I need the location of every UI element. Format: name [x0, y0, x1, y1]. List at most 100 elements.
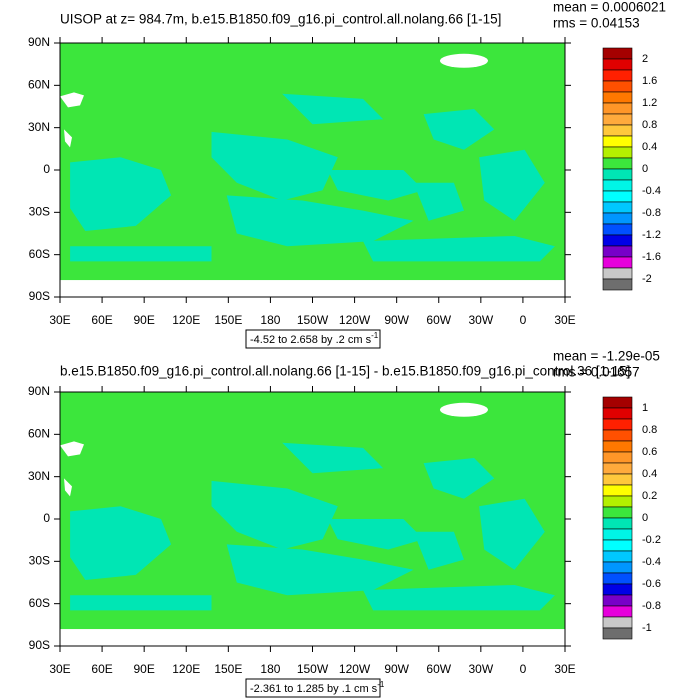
map-panel: 90N 60N 30N 0 30S 60S 90S 30E 60E 90E 120E 150E 180 1…: [28, 0, 666, 349]
colorbar-box: [602, 91, 633, 104]
map-panel: 90N 60N 30N 0 30S 60S 90S 30E 60E 90E 120E 150E 180 1…: [28, 349, 661, 698]
colorbar-label: 1.2: [642, 97, 657, 109]
field-region: [211, 480, 338, 550]
colorbar-box: [602, 418, 633, 431]
info-main: -2.361 to 1.285 by .1 cm s: [250, 683, 378, 695]
land-mask: [440, 53, 488, 68]
y-tick-label: 60S: [29, 596, 50, 610]
mean-label: mean = 0.0006021: [553, 0, 666, 15]
colorbar-box: [602, 223, 633, 236]
x-tick-label: 120E: [172, 662, 200, 676]
land-mask: [64, 478, 72, 497]
colorbar-box: [602, 440, 633, 453]
field-region: [363, 236, 555, 262]
plot-title: b.e15.B1850.f09_g16.pi_control.all.nolan…: [60, 364, 630, 379]
y-tick-label: 30S: [29, 554, 50, 568]
colorbar-box: [602, 47, 633, 60]
info-box: [245, 329, 381, 349]
colorbar-box: [602, 407, 633, 420]
colorbar-label: -1.2: [642, 229, 661, 241]
colorbar-box: [602, 102, 633, 115]
field-region: [413, 531, 464, 570]
colorbar-label: 1: [642, 402, 648, 414]
field-region: [327, 519, 424, 550]
x-tick-label: 90W: [384, 662, 409, 676]
colorbar-label: 0.4: [642, 141, 657, 153]
x-tick-label: 90E: [133, 662, 154, 676]
colorbar-label: 0.6: [642, 446, 657, 458]
colorbar-label: -0.6: [642, 578, 661, 590]
colorbar-box: [602, 462, 633, 475]
y-tick-label: 30S: [29, 205, 50, 219]
colorbar-box: [602, 168, 633, 181]
x-tick-label: 150E: [214, 313, 242, 327]
x-tick-label: 30E: [554, 313, 575, 327]
colorbar-box: [602, 517, 633, 530]
field-region: [226, 544, 414, 596]
x-tick-label: 60W: [426, 662, 451, 676]
x-tick-label: 120E: [172, 313, 200, 327]
colorbar-label: -1.6: [642, 251, 661, 263]
field-region: [423, 109, 495, 150]
colorbar-box: [602, 58, 633, 71]
colorbar-box: [602, 135, 633, 148]
x-tick-label: 60E: [91, 662, 112, 676]
land-mask: [64, 129, 72, 148]
x-tick-label: 180: [260, 313, 280, 327]
colorbar-box: [602, 473, 633, 486]
y-tick-label: 30N: [28, 469, 50, 483]
colorbar-label: 1.6: [642, 75, 657, 87]
y-tick-label: 60N: [28, 427, 50, 441]
x-tick-label: 60W: [426, 313, 451, 327]
y-tick-label: 0: [43, 162, 50, 176]
field-region: [327, 170, 424, 201]
colorbar-box: [602, 572, 633, 585]
info-text: -2.361 to 1.285 by .1 cm s-1: [250, 680, 385, 695]
colorbar-label: -0.4: [642, 556, 661, 568]
mean-label: mean = -1.29e-05: [553, 349, 660, 364]
x-tick-label: 0: [520, 313, 527, 327]
info-box: [245, 678, 381, 698]
colorbar-label: 0.4: [642, 468, 657, 480]
colorbar-box: [602, 179, 633, 192]
colorbar-box: [602, 212, 633, 225]
field-region: [282, 442, 384, 474]
land-mask: [60, 92, 84, 108]
field-region: [70, 595, 212, 611]
colorbar-box: [602, 605, 633, 618]
info-superscript: -1: [377, 680, 385, 689]
colorbar-label: -0.2: [642, 534, 661, 546]
colorbar-label: -0.8: [642, 207, 661, 219]
colorbar-box: [602, 69, 633, 82]
x-tick-label: 30W: [468, 662, 493, 676]
colorbar-label: 0.8: [642, 119, 657, 131]
x-tick-label: 150W: [297, 662, 329, 676]
colorbar-box: [602, 506, 633, 519]
field-region: [100, 531, 141, 560]
field-region: [479, 498, 545, 570]
y-tick-label: 90N: [28, 35, 50, 49]
colorbar-box: [602, 113, 633, 126]
colorbar-box: [602, 539, 633, 552]
x-tick-label: 150E: [214, 662, 242, 676]
x-tick-label: 30E: [49, 313, 70, 327]
colorbar-box: [602, 396, 633, 409]
land-mask: [60, 629, 565, 646]
field-region: [423, 458, 495, 499]
y-tick-label: 30N: [28, 120, 50, 134]
field-region: [211, 131, 338, 201]
field-region: [363, 585, 555, 611]
y-tick-label: 90S: [29, 638, 50, 652]
colorbar-box: [602, 190, 633, 203]
colorbar-box: [602, 550, 633, 563]
colorbar-label: -2: [642, 273, 652, 285]
y-tick-label: 60N: [28, 78, 50, 92]
x-tick-label: 180: [260, 662, 280, 676]
x-tick-label: 120W: [339, 313, 371, 327]
colorbar-label: -1: [642, 622, 652, 634]
colorbar-label: 2: [642, 53, 648, 65]
land-mask: [440, 402, 488, 417]
field-region: [282, 93, 384, 125]
field-region: [100, 182, 141, 211]
colorbar-box: [602, 594, 633, 607]
